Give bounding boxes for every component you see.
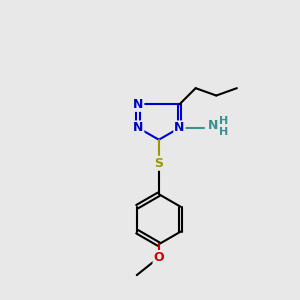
Text: H: H — [219, 116, 228, 126]
Text: S: S — [154, 157, 163, 170]
Text: N: N — [208, 119, 218, 132]
Text: H: H — [219, 127, 228, 137]
Text: N: N — [174, 122, 184, 134]
Text: O: O — [154, 251, 164, 264]
Text: N: N — [133, 122, 143, 134]
Text: N: N — [133, 98, 143, 111]
